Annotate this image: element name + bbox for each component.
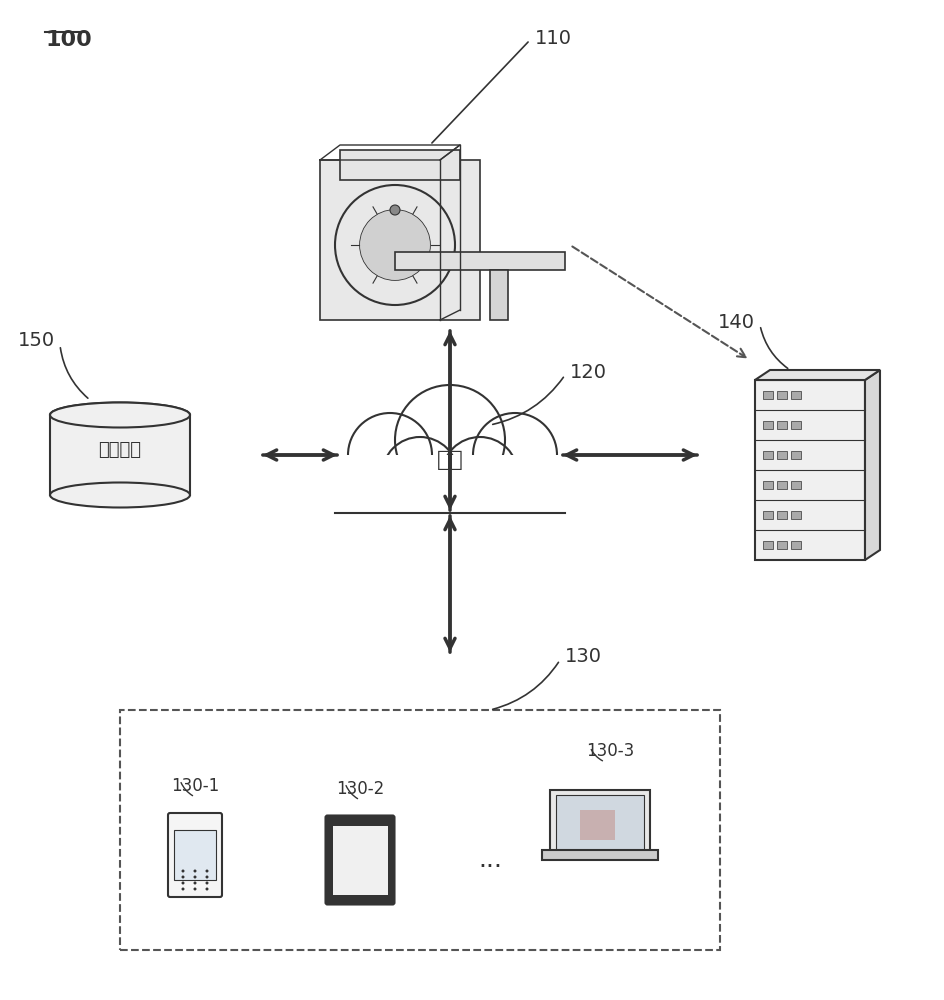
- FancyBboxPatch shape: [490, 270, 508, 320]
- Text: 130-3: 130-3: [586, 742, 634, 760]
- Circle shape: [382, 437, 458, 513]
- FancyBboxPatch shape: [763, 481, 773, 489]
- Text: 150: 150: [18, 330, 55, 350]
- FancyBboxPatch shape: [542, 850, 658, 860]
- FancyBboxPatch shape: [791, 451, 801, 459]
- Circle shape: [181, 882, 184, 884]
- Circle shape: [194, 882, 196, 884]
- Circle shape: [206, 876, 209, 879]
- Polygon shape: [865, 370, 880, 560]
- FancyBboxPatch shape: [550, 790, 650, 855]
- FancyBboxPatch shape: [763, 451, 773, 459]
- FancyBboxPatch shape: [755, 380, 865, 560]
- FancyBboxPatch shape: [777, 421, 787, 429]
- Polygon shape: [755, 370, 880, 380]
- Text: 130-2: 130-2: [336, 780, 384, 798]
- Circle shape: [360, 210, 430, 280]
- Ellipse shape: [50, 483, 190, 508]
- Circle shape: [181, 888, 184, 890]
- FancyBboxPatch shape: [777, 481, 787, 489]
- FancyBboxPatch shape: [335, 455, 565, 515]
- FancyBboxPatch shape: [777, 391, 787, 399]
- Ellipse shape: [50, 402, 190, 428]
- FancyBboxPatch shape: [763, 391, 773, 399]
- FancyBboxPatch shape: [791, 421, 801, 429]
- FancyBboxPatch shape: [791, 511, 801, 519]
- FancyBboxPatch shape: [791, 481, 801, 489]
- FancyBboxPatch shape: [174, 830, 216, 880]
- Circle shape: [442, 437, 518, 513]
- FancyBboxPatch shape: [168, 813, 222, 897]
- FancyBboxPatch shape: [340, 150, 460, 180]
- FancyBboxPatch shape: [332, 826, 387, 894]
- FancyBboxPatch shape: [50, 415, 190, 495]
- Text: 存储设备: 存储设备: [98, 441, 142, 459]
- Circle shape: [181, 869, 184, 872]
- Circle shape: [194, 888, 196, 890]
- FancyBboxPatch shape: [763, 421, 773, 429]
- FancyBboxPatch shape: [326, 816, 395, 904]
- Text: ...: ...: [478, 848, 502, 872]
- FancyBboxPatch shape: [556, 795, 644, 850]
- Text: 120: 120: [570, 362, 607, 381]
- Circle shape: [348, 413, 432, 497]
- Text: 网络: 网络: [437, 450, 464, 470]
- Circle shape: [395, 385, 505, 495]
- Circle shape: [206, 888, 209, 890]
- Ellipse shape: [50, 402, 190, 428]
- Circle shape: [473, 413, 557, 497]
- Circle shape: [206, 869, 209, 872]
- FancyBboxPatch shape: [791, 541, 801, 549]
- FancyBboxPatch shape: [763, 541, 773, 549]
- Circle shape: [194, 876, 196, 879]
- Circle shape: [390, 205, 400, 215]
- Circle shape: [194, 869, 196, 872]
- Text: 130: 130: [565, 648, 602, 666]
- Circle shape: [181, 876, 184, 879]
- Text: 140: 140: [718, 312, 755, 332]
- FancyBboxPatch shape: [763, 511, 773, 519]
- Text: 100: 100: [45, 30, 92, 50]
- FancyBboxPatch shape: [777, 451, 787, 459]
- Circle shape: [206, 882, 209, 884]
- Text: 110: 110: [535, 28, 572, 47]
- FancyBboxPatch shape: [580, 810, 615, 840]
- FancyBboxPatch shape: [320, 160, 480, 320]
- Text: 130-1: 130-1: [171, 777, 219, 795]
- FancyBboxPatch shape: [777, 511, 787, 519]
- FancyBboxPatch shape: [777, 541, 787, 549]
- FancyBboxPatch shape: [395, 252, 565, 270]
- FancyBboxPatch shape: [791, 391, 801, 399]
